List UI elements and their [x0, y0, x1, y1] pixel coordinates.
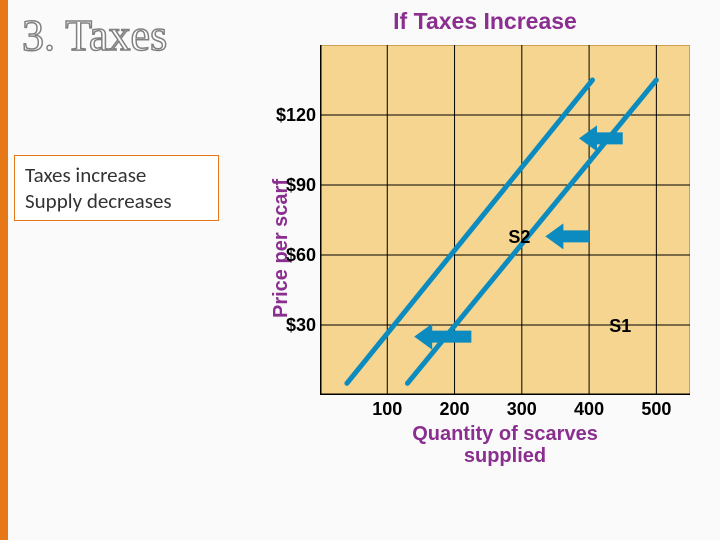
slide-heading: 3. Taxes: [22, 10, 167, 61]
x-tick-label: 100: [357, 399, 417, 420]
chart-title: If Taxes Increase: [250, 8, 720, 35]
x-axis-label: Quantity of scarves supplied: [320, 423, 690, 467]
note-box: Taxes increase Supply decreases: [14, 155, 219, 221]
x-tick-label: 500: [626, 399, 686, 420]
note-line1: Taxes increase: [25, 162, 208, 188]
supply-chart: If Taxes Increase Price per scarf Quanti…: [250, 0, 720, 485]
chart-svg: [320, 45, 690, 395]
y-tick-label: $60: [268, 245, 316, 266]
x-axis-label-line2: supplied: [320, 445, 690, 467]
note-line2: Supply decreases: [25, 188, 208, 214]
x-tick-label: 200: [425, 399, 485, 420]
accent-bar: [0, 0, 8, 540]
x-tick-label: 400: [559, 399, 619, 420]
series-label-s1: S1: [609, 316, 631, 337]
y-tick-label: $30: [268, 315, 316, 336]
x-axis-label-line1: Quantity of scarves: [320, 423, 690, 445]
series-label-s2: S2: [508, 227, 530, 248]
x-tick-label: 300: [492, 399, 552, 420]
y-tick-label: $120: [268, 105, 316, 126]
chart-plot-area: [320, 45, 690, 395]
y-tick-label: $90: [268, 175, 316, 196]
